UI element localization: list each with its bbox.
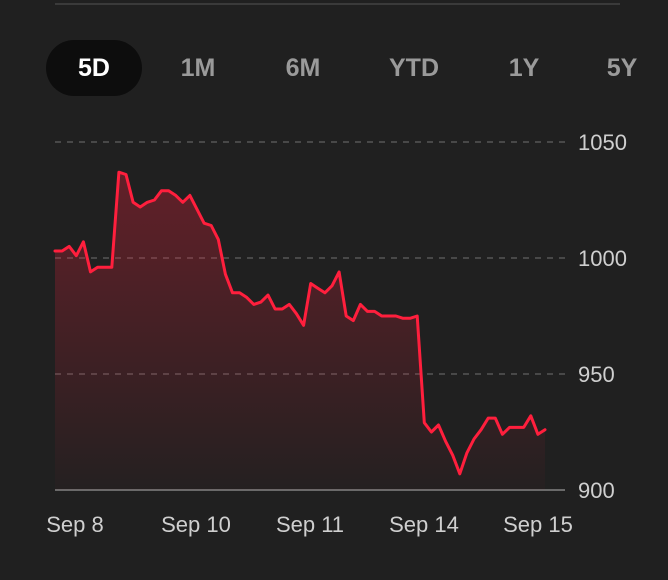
y-tick-label: 900 [578,478,615,503]
range-tab-1y[interactable]: 1Y [508,54,540,82]
price-line [53,170,547,476]
range-tab-5y[interactable]: 5Y [606,54,638,82]
range-tab-1m[interactable]: 1M [180,54,216,82]
y-tick-label: 1000 [578,246,627,271]
y-tick-label: 950 [578,362,615,387]
range-tab-5d[interactable]: 5D [46,40,142,96]
range-tab-6m[interactable]: 6M [285,54,321,82]
x-tick-label: Sep 10 [161,512,231,537]
top-divider [55,3,620,5]
x-tick-label: Sep 14 [389,512,459,537]
x-tick-label: Sep 15 [503,512,573,537]
y-tick-label: 1050 [578,130,627,155]
x-tick-label: Sep 11 [276,512,344,537]
range-tabs: 5D 1M 6M YTD 1Y 5Y [46,40,668,96]
range-tab-ytd[interactable]: YTD [389,54,439,82]
x-tick-label: Sep 8 [46,512,104,537]
